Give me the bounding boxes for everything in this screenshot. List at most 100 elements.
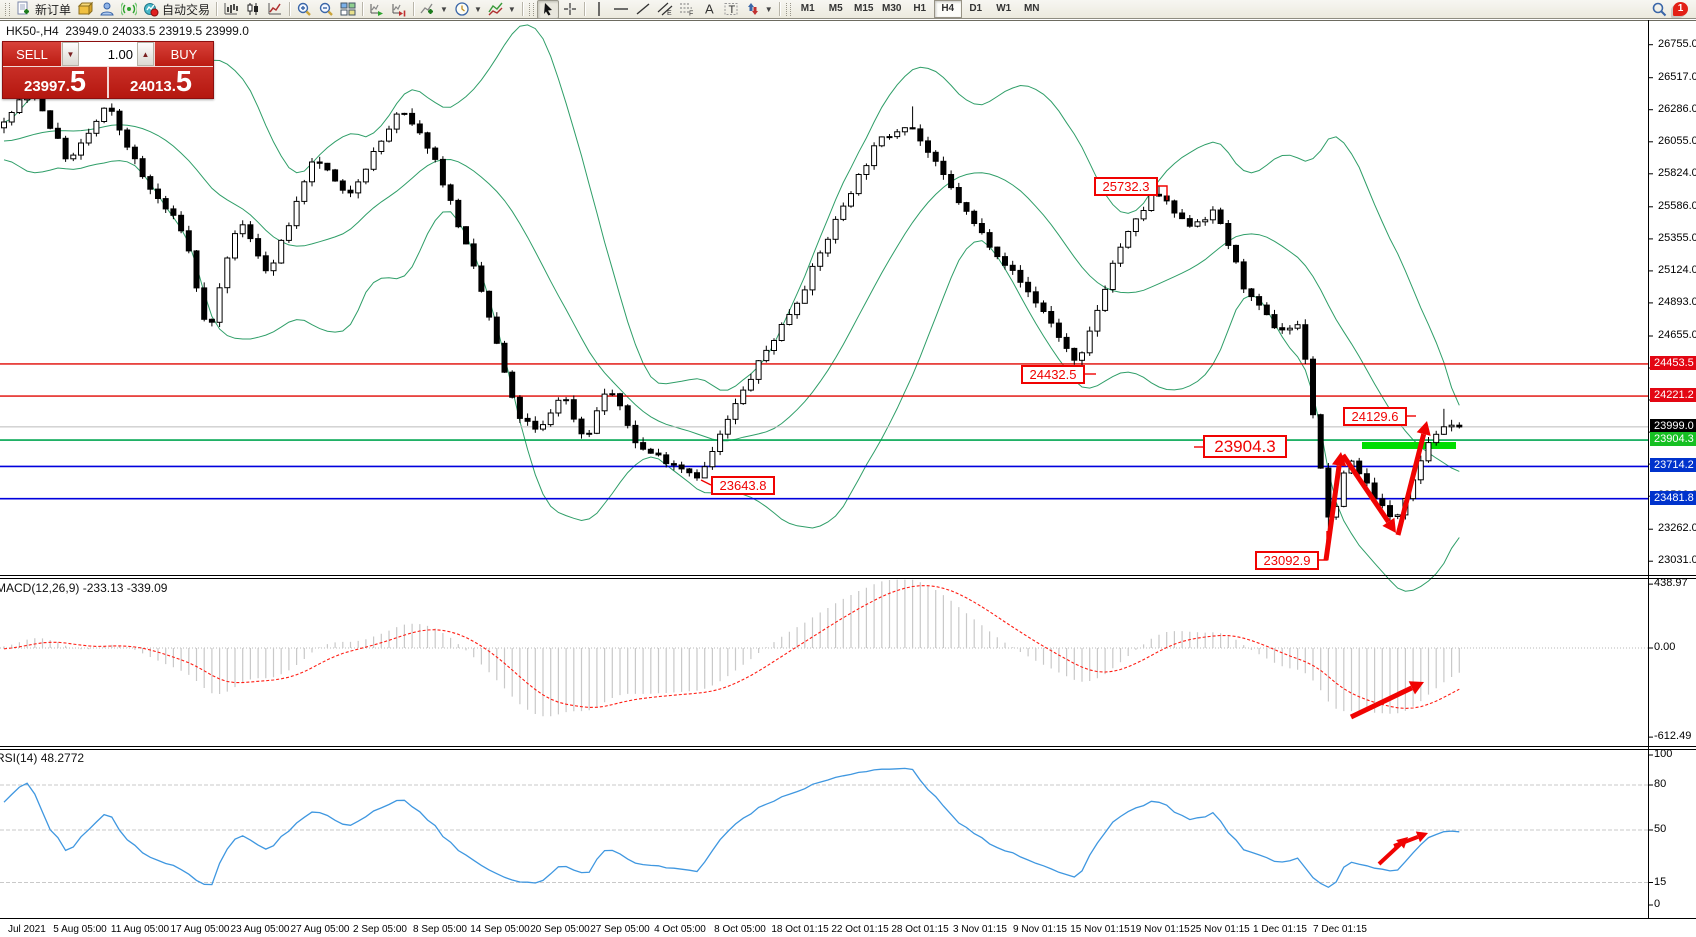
timeframe-button-m15[interactable]: M15 <box>853 3 874 14</box>
toolbar-button-chart-candles[interactable] <box>242 0 264 19</box>
volume-increase-button[interactable]: ▲ <box>137 42 154 66</box>
toolbar-button-market-signal[interactable] <box>118 0 140 19</box>
sell-button[interactable]: SELL <box>3 42 61 66</box>
toolbar-separator <box>216 2 218 16</box>
toolbar-button-zoom-out[interactable] <box>315 0 337 19</box>
price-tick: 25824.0 <box>1658 167 1696 179</box>
toolbar-button-indicators[interactable]: ▼ <box>417 0 451 19</box>
time-label: 23 Aug 05:00 <box>230 924 290 935</box>
chevron-down-icon: ▼ <box>507 4 516 14</box>
price-tick: 25586.0 <box>1658 200 1696 212</box>
toolbar-button-text[interactable]: A <box>698 0 720 19</box>
crosshair-icon <box>562 1 578 17</box>
toolbar-button-periods[interactable]: ▼ <box>451 0 485 19</box>
toolbar-button-arrows[interactable]: ▼ <box>742 0 776 19</box>
rsi-indicator-label: RSI(14) 48.2772 <box>0 751 85 765</box>
timeframe-button-m1[interactable]: M1 <box>800 3 815 14</box>
toolbar-button-chart-window[interactable] <box>74 0 96 19</box>
horizontal-line-icon <box>613 1 629 17</box>
timeframe-button-d1[interactable]: D1 <box>969 3 983 14</box>
fibonacci-icon: F <box>679 1 695 17</box>
rsi-tick: 100 <box>1654 748 1673 760</box>
text-icon: A <box>701 1 717 17</box>
auto-trading-icon <box>143 1 159 17</box>
one-click-trading-panel: SELL ▼ ▲ BUY 23997.5 24013.5 <box>2 41 214 99</box>
price-level-badge: 23714.2 <box>1650 458 1696 472</box>
timeframe-button-h1[interactable]: H1 <box>913 3 927 14</box>
toolbar-button-auto-scroll[interactable] <box>366 0 388 19</box>
equidistant-channel-icon: E <box>657 1 673 17</box>
toolbar-button-templates[interactable]: ▼ <box>485 0 519 19</box>
buy-price-display[interactable]: 24013. 5 <box>129 66 193 98</box>
toolbar-grip <box>785 2 791 16</box>
volume-input[interactable] <box>79 42 137 66</box>
triangle-up-icon: ▲ <box>141 49 150 59</box>
time-label: 15 Nov 01:15 <box>1070 924 1130 935</box>
toolbar-button-equidistant-channel[interactable]: E <box>654 0 676 19</box>
rsi-tick: 15 <box>1654 876 1667 888</box>
periods-icon <box>454 1 470 17</box>
sell-price-display[interactable]: 23997. 5 <box>3 67 109 98</box>
price-annotation-box[interactable]: 24129.6 <box>1343 407 1407 426</box>
time-label: 4 Oct 05:00 <box>654 924 706 935</box>
price-tick: 23262.0 <box>1658 522 1696 534</box>
toolbar-button-zoom-in[interactable] <box>293 0 315 19</box>
zoom-in-icon <box>296 1 312 17</box>
macd-tick: 0.00 <box>1654 641 1676 653</box>
sell-price-main: 23997 <box>23 78 66 95</box>
price-annotation-box[interactable]: 24432.5 <box>1021 365 1085 384</box>
auto-scroll-icon <box>369 1 385 17</box>
timeframe-button-h4[interactable]: H4 <box>933 0 962 18</box>
toolbar-button-chart-shift[interactable] <box>388 0 410 19</box>
toolbar-button-tile-windows[interactable] <box>337 0 359 19</box>
time-label: 2 Sep 05:00 <box>353 924 407 935</box>
toolbar-button-trendline[interactable] <box>632 0 654 19</box>
toolbar-button-fibonacci[interactable]: F <box>676 0 698 19</box>
time-axis[interactable]: Jul 2021 5 Aug 05:00 11 Aug 05:00 17 Aug 05… <box>0 919 1696 937</box>
buy-button[interactable]: BUY <box>155 42 213 66</box>
time-label: 18 Oct 01:15 <box>771 924 829 935</box>
toolbar-button-cursor[interactable] <box>536 0 559 19</box>
search-icon[interactable] <box>1651 1 1667 17</box>
time-label: 1 Dec 01:15 <box>1253 924 1307 935</box>
toolbar-separator <box>362 2 364 16</box>
price-annotation-box[interactable]: 23904.3 <box>1203 435 1287 458</box>
toolbar-button-chart-bars[interactable] <box>220 0 242 19</box>
macd-tick: -612.49 <box>1654 730 1692 742</box>
chart-window-icon <box>77 1 94 17</box>
timeframe-button-m5[interactable]: M5 <box>828 3 843 14</box>
price-tick: 24655.0 <box>1658 329 1696 341</box>
toolbar-separator <box>289 2 291 16</box>
toolbar-button-chart-line[interactable] <box>264 0 286 19</box>
text-label-icon: T <box>723 1 739 17</box>
notification-badge[interactable]: 1 <box>1673 2 1688 16</box>
price-annotation-box[interactable]: 23092.9 <box>1255 551 1319 570</box>
price-annotation-box[interactable]: 25732.3 <box>1094 177 1158 196</box>
macd-indicator-label: MACD(12,26,9) -233.13 -339.09 <box>0 581 168 595</box>
chart-area[interactable]: HK50-,H4 23949.0 24033.5 23919.5 23999.0… <box>0 20 1696 937</box>
toolbar-button-profile[interactable] <box>96 0 118 19</box>
time-label: 28 Oct 01:15 <box>891 924 949 935</box>
toolbar-button-horizontal-line[interactable] <box>610 0 632 19</box>
time-label: 9 Nov 01:15 <box>1013 924 1067 935</box>
timeframe-button-m30[interactable]: M30 <box>881 3 902 14</box>
trade-panel-controls: SELL ▼ ▲ BUY <box>3 42 213 67</box>
time-label: 20 Sep 05:00 <box>530 924 590 935</box>
toolbar-button-auto-trading[interactable]: 自动交易 <box>140 0 213 19</box>
toolbar-button-crosshair[interactable] <box>559 0 581 19</box>
time-label: 8 Sep 05:00 <box>413 924 467 935</box>
main-toolbar: 新订单 自动交易 ▼ ▼ ▼ E F A T ▼ M1 M5 M15 M30 H1 H4 D1 W1 MN 1 <box>0 0 1696 19</box>
time-label: 14 Sep 05:00 <box>470 924 530 935</box>
volume-decrease-button[interactable]: ▼ <box>62 42 79 66</box>
toolbar-button-text-label[interactable]: T <box>720 0 742 19</box>
timeframe-button-w1[interactable]: W1 <box>996 3 1012 14</box>
templates-icon <box>488 1 504 17</box>
toolbar-button-vertical-line[interactable] <box>588 0 610 19</box>
timeframe-button-mn[interactable]: MN <box>1023 3 1040 14</box>
price-chart[interactable] <box>0 20 1696 937</box>
indicators-icon <box>420 1 436 17</box>
price-annotation-box[interactable]: 23643.8 <box>711 476 775 495</box>
zoom-out-icon <box>318 1 334 17</box>
svg-text:T: T <box>728 4 735 16</box>
toolbar-button-new-order[interactable]: 新订单 <box>13 0 74 19</box>
